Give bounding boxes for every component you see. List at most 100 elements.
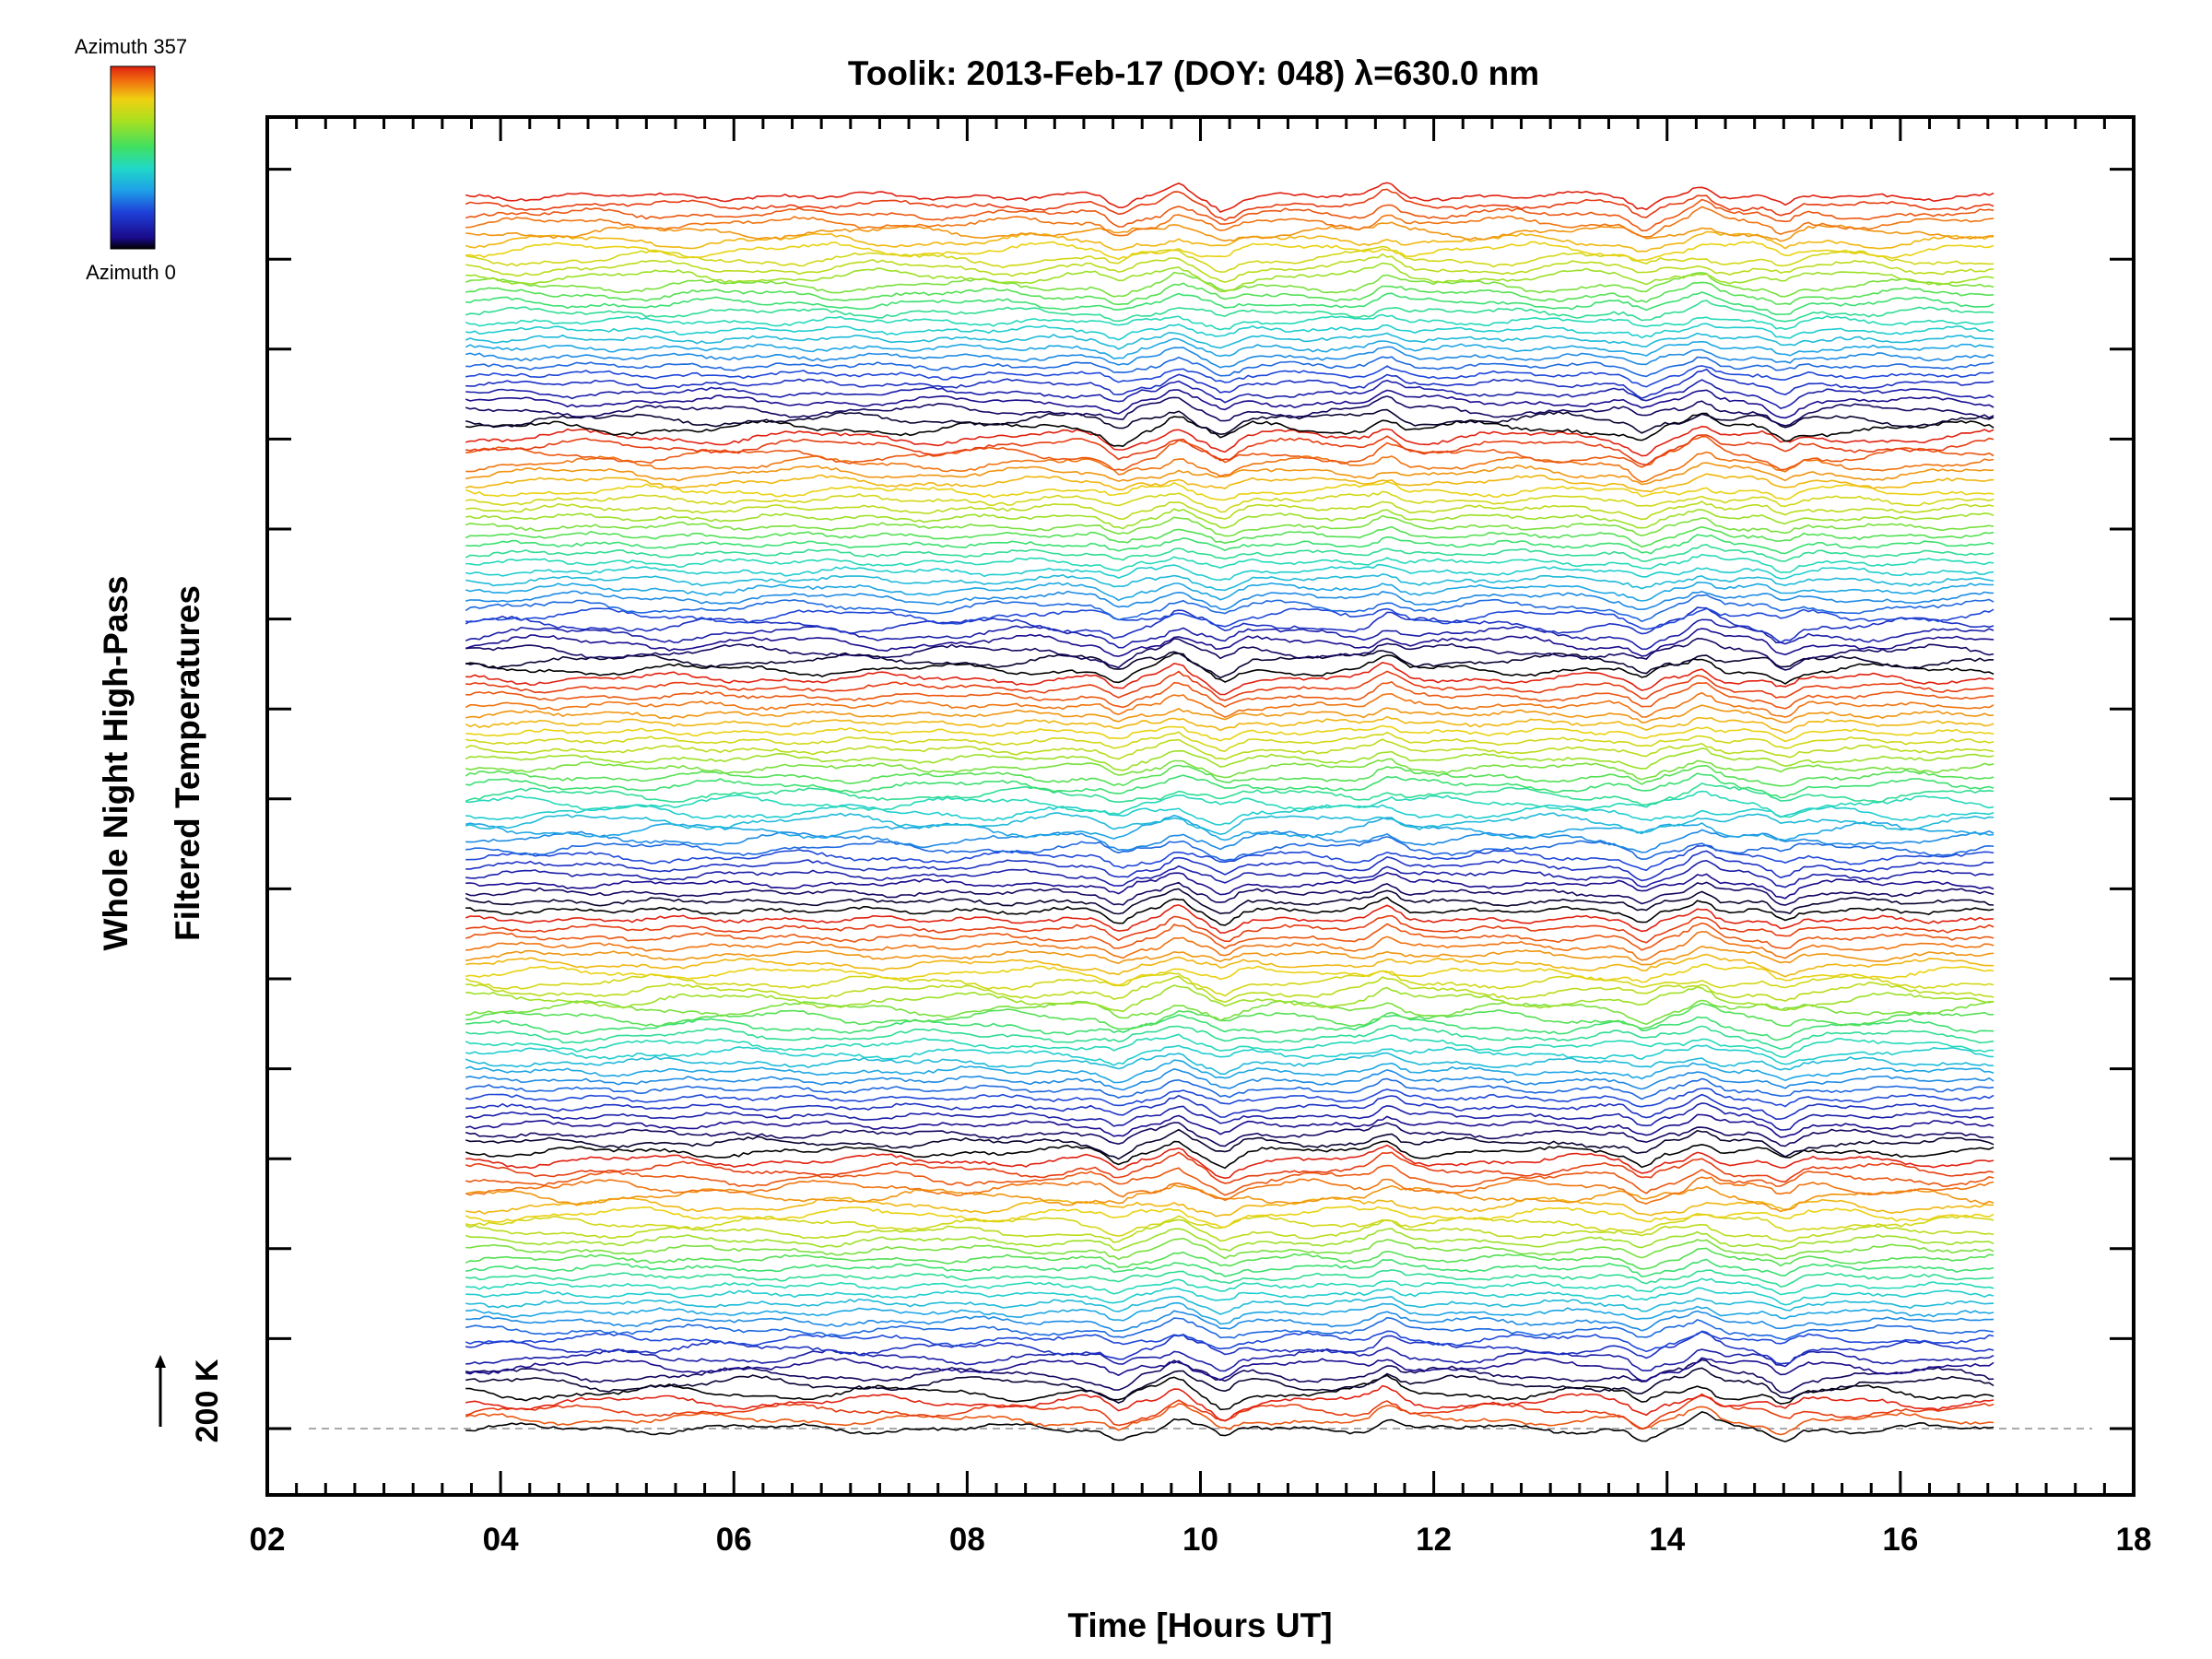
temperature-curve xyxy=(465,1237,1994,1261)
temperature-curve xyxy=(465,606,1994,644)
x-tick-label: 04 xyxy=(483,1522,519,1558)
temperature-curve xyxy=(465,490,1994,513)
temperature-curve xyxy=(465,514,1994,537)
temperature-curve xyxy=(465,1122,1994,1147)
temperature-curve xyxy=(465,1113,1994,1138)
temperature-curve xyxy=(465,1176,1994,1205)
temperature-curve xyxy=(465,758,1994,781)
y-axis-title-line1: Whole Night High-Pass xyxy=(97,576,135,951)
temperature-curve xyxy=(465,389,1994,419)
temperature-curve xyxy=(465,1128,1994,1160)
temperature-curve xyxy=(465,1067,1994,1091)
temperature-curve xyxy=(465,888,1994,915)
temperature-curve xyxy=(465,544,1994,562)
temperature-curve xyxy=(465,525,1994,548)
temperature-curve xyxy=(465,1144,1994,1180)
temperature-curve xyxy=(465,241,1994,262)
temperature-curve xyxy=(465,724,1994,743)
temperature-curve xyxy=(465,1140,1994,1170)
chart-title: Toolik: 2013-Feb-17 (DOY: 048) λ=630.0 n… xyxy=(848,54,1539,92)
temperature-curve xyxy=(465,365,1994,388)
y-axis-title-line2: Filtered Temperatures xyxy=(169,585,206,941)
temperature-curve xyxy=(465,628,1994,657)
temperature-curve xyxy=(465,953,1994,978)
temperature-curve xyxy=(465,221,1994,242)
temperature-curve xyxy=(465,313,1994,331)
temperature-curve xyxy=(465,607,1994,630)
temperature-curve xyxy=(465,670,1994,701)
temperature-curve xyxy=(465,662,1994,696)
temperature-curve xyxy=(465,300,1994,323)
temperature-curve xyxy=(465,836,1994,862)
temperature-curve xyxy=(465,1102,1994,1131)
temperature-curve xyxy=(465,346,1994,369)
temperature-curve xyxy=(465,508,1994,530)
temperature-curve xyxy=(465,814,1994,841)
temperature-curve xyxy=(465,704,1994,724)
temperature-curve xyxy=(465,1287,1994,1306)
temperature-curve xyxy=(465,462,1994,486)
temperature-curve xyxy=(465,812,1994,836)
temperature-curve xyxy=(465,594,1994,623)
x-tick-label: 02 xyxy=(250,1522,286,1558)
temperature-curve xyxy=(465,922,1994,951)
temperature-curve xyxy=(465,1077,1994,1100)
temperature-curve xyxy=(465,182,1994,213)
temperature-curve xyxy=(465,271,1994,298)
temperature-curve xyxy=(465,337,1994,360)
temperature-curve xyxy=(465,1059,1994,1084)
x-tick-label: 12 xyxy=(1416,1522,1452,1558)
x-tick-label: 14 xyxy=(1649,1522,1685,1558)
x-tick-label: 18 xyxy=(2116,1522,2152,1558)
temperature-curve xyxy=(465,1295,1994,1315)
temperature-curve xyxy=(465,963,1994,986)
temperature-curve xyxy=(465,230,1994,253)
temperature-curve xyxy=(465,1359,1994,1394)
temperature-curve xyxy=(465,691,1994,718)
colorbar-bottom-label: Azimuth 0 xyxy=(86,261,176,284)
temperature-curve xyxy=(465,291,1994,316)
temperature-curve xyxy=(465,1268,1994,1288)
temperature-curve xyxy=(465,1393,1994,1430)
temperature-curve xyxy=(465,1403,1994,1436)
x-tick-labels: 02 04 06 08 10 12 14 16 18 xyxy=(250,1522,2152,1558)
temperature-curve xyxy=(465,1330,1994,1353)
temperature-curve xyxy=(465,395,1994,427)
temperature-curve xyxy=(465,747,1994,771)
temperature-curve xyxy=(465,681,1994,710)
temperature-curve xyxy=(465,500,1994,521)
temperature-curve xyxy=(465,1218,1994,1243)
temperature-curve xyxy=(465,618,1994,651)
temperature-curve xyxy=(465,650,1994,679)
temperature-curve xyxy=(465,637,1994,671)
temperature-curve xyxy=(465,1277,1994,1296)
temperature-curve xyxy=(465,975,1994,1004)
temperature-curve xyxy=(465,1247,1994,1270)
temperature-curve xyxy=(465,473,1994,493)
temperature-curve xyxy=(465,772,1994,799)
temperature-curve xyxy=(465,1367,1994,1404)
temperature-curve xyxy=(465,1024,1994,1051)
temperature-curve xyxy=(465,999,1994,1026)
temperature-curve xyxy=(465,356,1994,378)
temperature-curve xyxy=(465,434,1994,466)
temperature-curve xyxy=(465,573,1994,592)
colorbar-top-label: Azimuth 357 xyxy=(75,35,187,58)
temperature-curve xyxy=(465,844,1994,872)
x-tick-label: 10 xyxy=(1182,1522,1218,1558)
x-axis-title: Time [Hours UT] xyxy=(1067,1606,1332,1644)
temperature-curve xyxy=(465,480,1994,501)
temperature-curve xyxy=(465,206,1994,238)
temperature-curve xyxy=(465,803,1994,826)
temperature-curve xyxy=(465,931,1994,961)
temperature-curve xyxy=(465,1206,1994,1229)
temperature-curve xyxy=(465,1002,1994,1030)
temperature-curve xyxy=(465,1301,1994,1325)
temperature-curve xyxy=(465,245,1994,273)
temperature-curve xyxy=(465,1228,1994,1252)
temperature-curve xyxy=(465,563,1994,582)
temperature-curve xyxy=(465,323,1994,341)
temperature-curve xyxy=(465,1411,1994,1443)
x-tick-label: 16 xyxy=(1882,1522,1918,1558)
